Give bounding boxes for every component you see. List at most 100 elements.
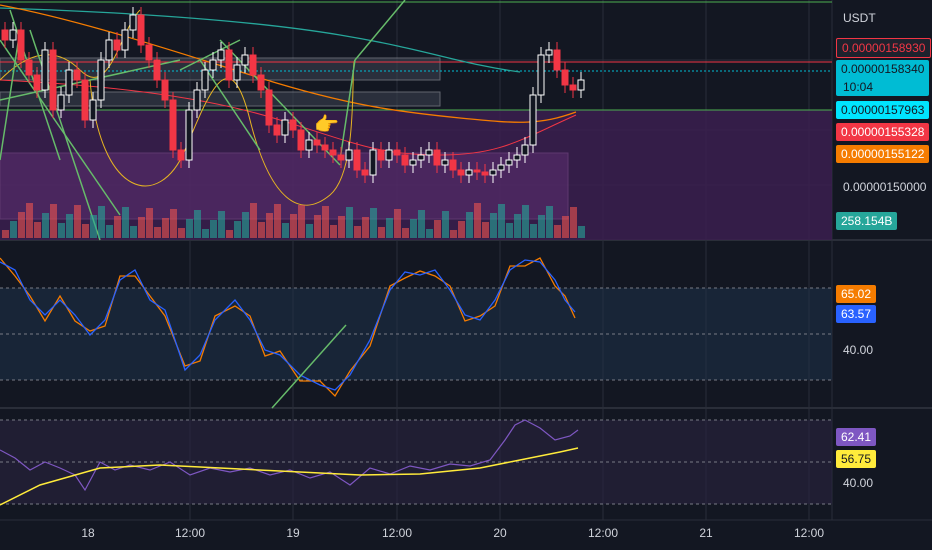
candle (161, 79, 169, 101)
price-tag-red: 0.00000155328 (836, 123, 930, 141)
volume-bar (530, 224, 537, 238)
volume-bar (98, 206, 105, 238)
rsi-ma-line[interactable] (0, 447, 579, 506)
volume-bar (218, 211, 225, 238)
price-tag-volume: 258.154B (836, 212, 898, 230)
candle (97, 59, 105, 101)
volume-bar (34, 222, 41, 238)
candle (521, 144, 529, 156)
volume-bar (18, 212, 25, 238)
candle (265, 89, 273, 126)
ma-red[interactable] (0, 79, 577, 156)
volume-bar (482, 222, 489, 238)
volume-bar (386, 218, 393, 238)
candle (457, 169, 465, 176)
rsi-level-label: 40.00 (843, 476, 874, 490)
candle (113, 39, 121, 51)
volume-bar (498, 204, 505, 238)
volume-bar (274, 204, 281, 238)
resistance-box-2[interactable] (0, 91, 441, 107)
candle (57, 94, 65, 111)
candle (497, 164, 505, 171)
volume-bar (450, 230, 457, 238)
candle (137, 14, 145, 46)
candle (65, 69, 73, 96)
volume-bar (474, 203, 481, 238)
bar-countdown: 10:04 (843, 80, 874, 94)
stoch-level-label: 40.00 (843, 343, 874, 357)
volume-bar (74, 205, 81, 238)
volume-bar (178, 228, 185, 238)
volume-bar (490, 213, 497, 238)
candle (369, 149, 377, 176)
volume-bars (2, 203, 585, 238)
stoch-trendline[interactable] (271, 324, 347, 409)
candle (217, 49, 225, 61)
candle (545, 49, 553, 56)
candle (1, 29, 9, 41)
candle (289, 119, 297, 131)
volume-bar (402, 228, 409, 238)
price-tag-high: 0.00000158930 (836, 38, 932, 58)
volume-bar (186, 219, 193, 238)
candle (169, 99, 177, 151)
volume-bar (226, 230, 233, 238)
candle (105, 39, 113, 61)
candle (537, 54, 545, 96)
volume-bar (418, 210, 425, 238)
stoch-k-line[interactable] (0, 257, 576, 398)
candle (41, 49, 49, 91)
volume-bar (330, 225, 337, 238)
time-label: 12:00 (587, 526, 619, 540)
volume-bar (434, 220, 441, 238)
time-label: 12:00 (174, 526, 206, 540)
candle (449, 159, 457, 171)
candle (577, 79, 585, 91)
ma-teal[interactable] (0, 7, 521, 73)
volume-bar (298, 205, 305, 238)
candle (513, 154, 521, 161)
rsi-ma-value: 56.75 (836, 450, 877, 468)
candle (273, 124, 281, 136)
volume-bar (66, 214, 73, 238)
volume-bar (58, 223, 65, 238)
rsi-line[interactable] (0, 419, 579, 492)
candle (561, 69, 569, 86)
candle (465, 169, 473, 176)
volume-bar (282, 223, 289, 238)
candle (49, 49, 57, 111)
volume-bar (242, 212, 249, 238)
volume-bar (562, 216, 569, 238)
volume-bar (210, 220, 217, 238)
candlesticks[interactable] (1, 7, 585, 183)
candle (337, 154, 345, 161)
candle (385, 149, 393, 161)
candle (393, 149, 401, 156)
volume-bar (162, 218, 169, 238)
candle (193, 89, 201, 111)
time-label: 12:00 (793, 526, 825, 540)
volume-bar (130, 226, 137, 238)
volume-bar (202, 229, 209, 238)
ma-yellow-curve[interactable] (89, 59, 356, 206)
volume-bar (514, 214, 521, 238)
time-label: 19 (286, 526, 300, 540)
time-label: 18 (81, 526, 95, 540)
candle (209, 59, 217, 71)
ma-orange[interactable] (0, 4, 577, 123)
volume-bar (114, 216, 121, 238)
volume-bar (2, 230, 9, 238)
candle (145, 44, 153, 61)
volume-bar (506, 223, 513, 238)
volume-bar (346, 207, 353, 238)
candle (305, 139, 313, 151)
volume-bar (170, 209, 177, 238)
candle (153, 59, 161, 81)
candle (345, 149, 353, 161)
demand-zone-inner[interactable] (0, 152, 569, 220)
volume-bar (522, 205, 529, 238)
stoch-d-line[interactable] (0, 259, 576, 391)
volume-bar (26, 203, 33, 238)
volume-bar (314, 215, 321, 238)
